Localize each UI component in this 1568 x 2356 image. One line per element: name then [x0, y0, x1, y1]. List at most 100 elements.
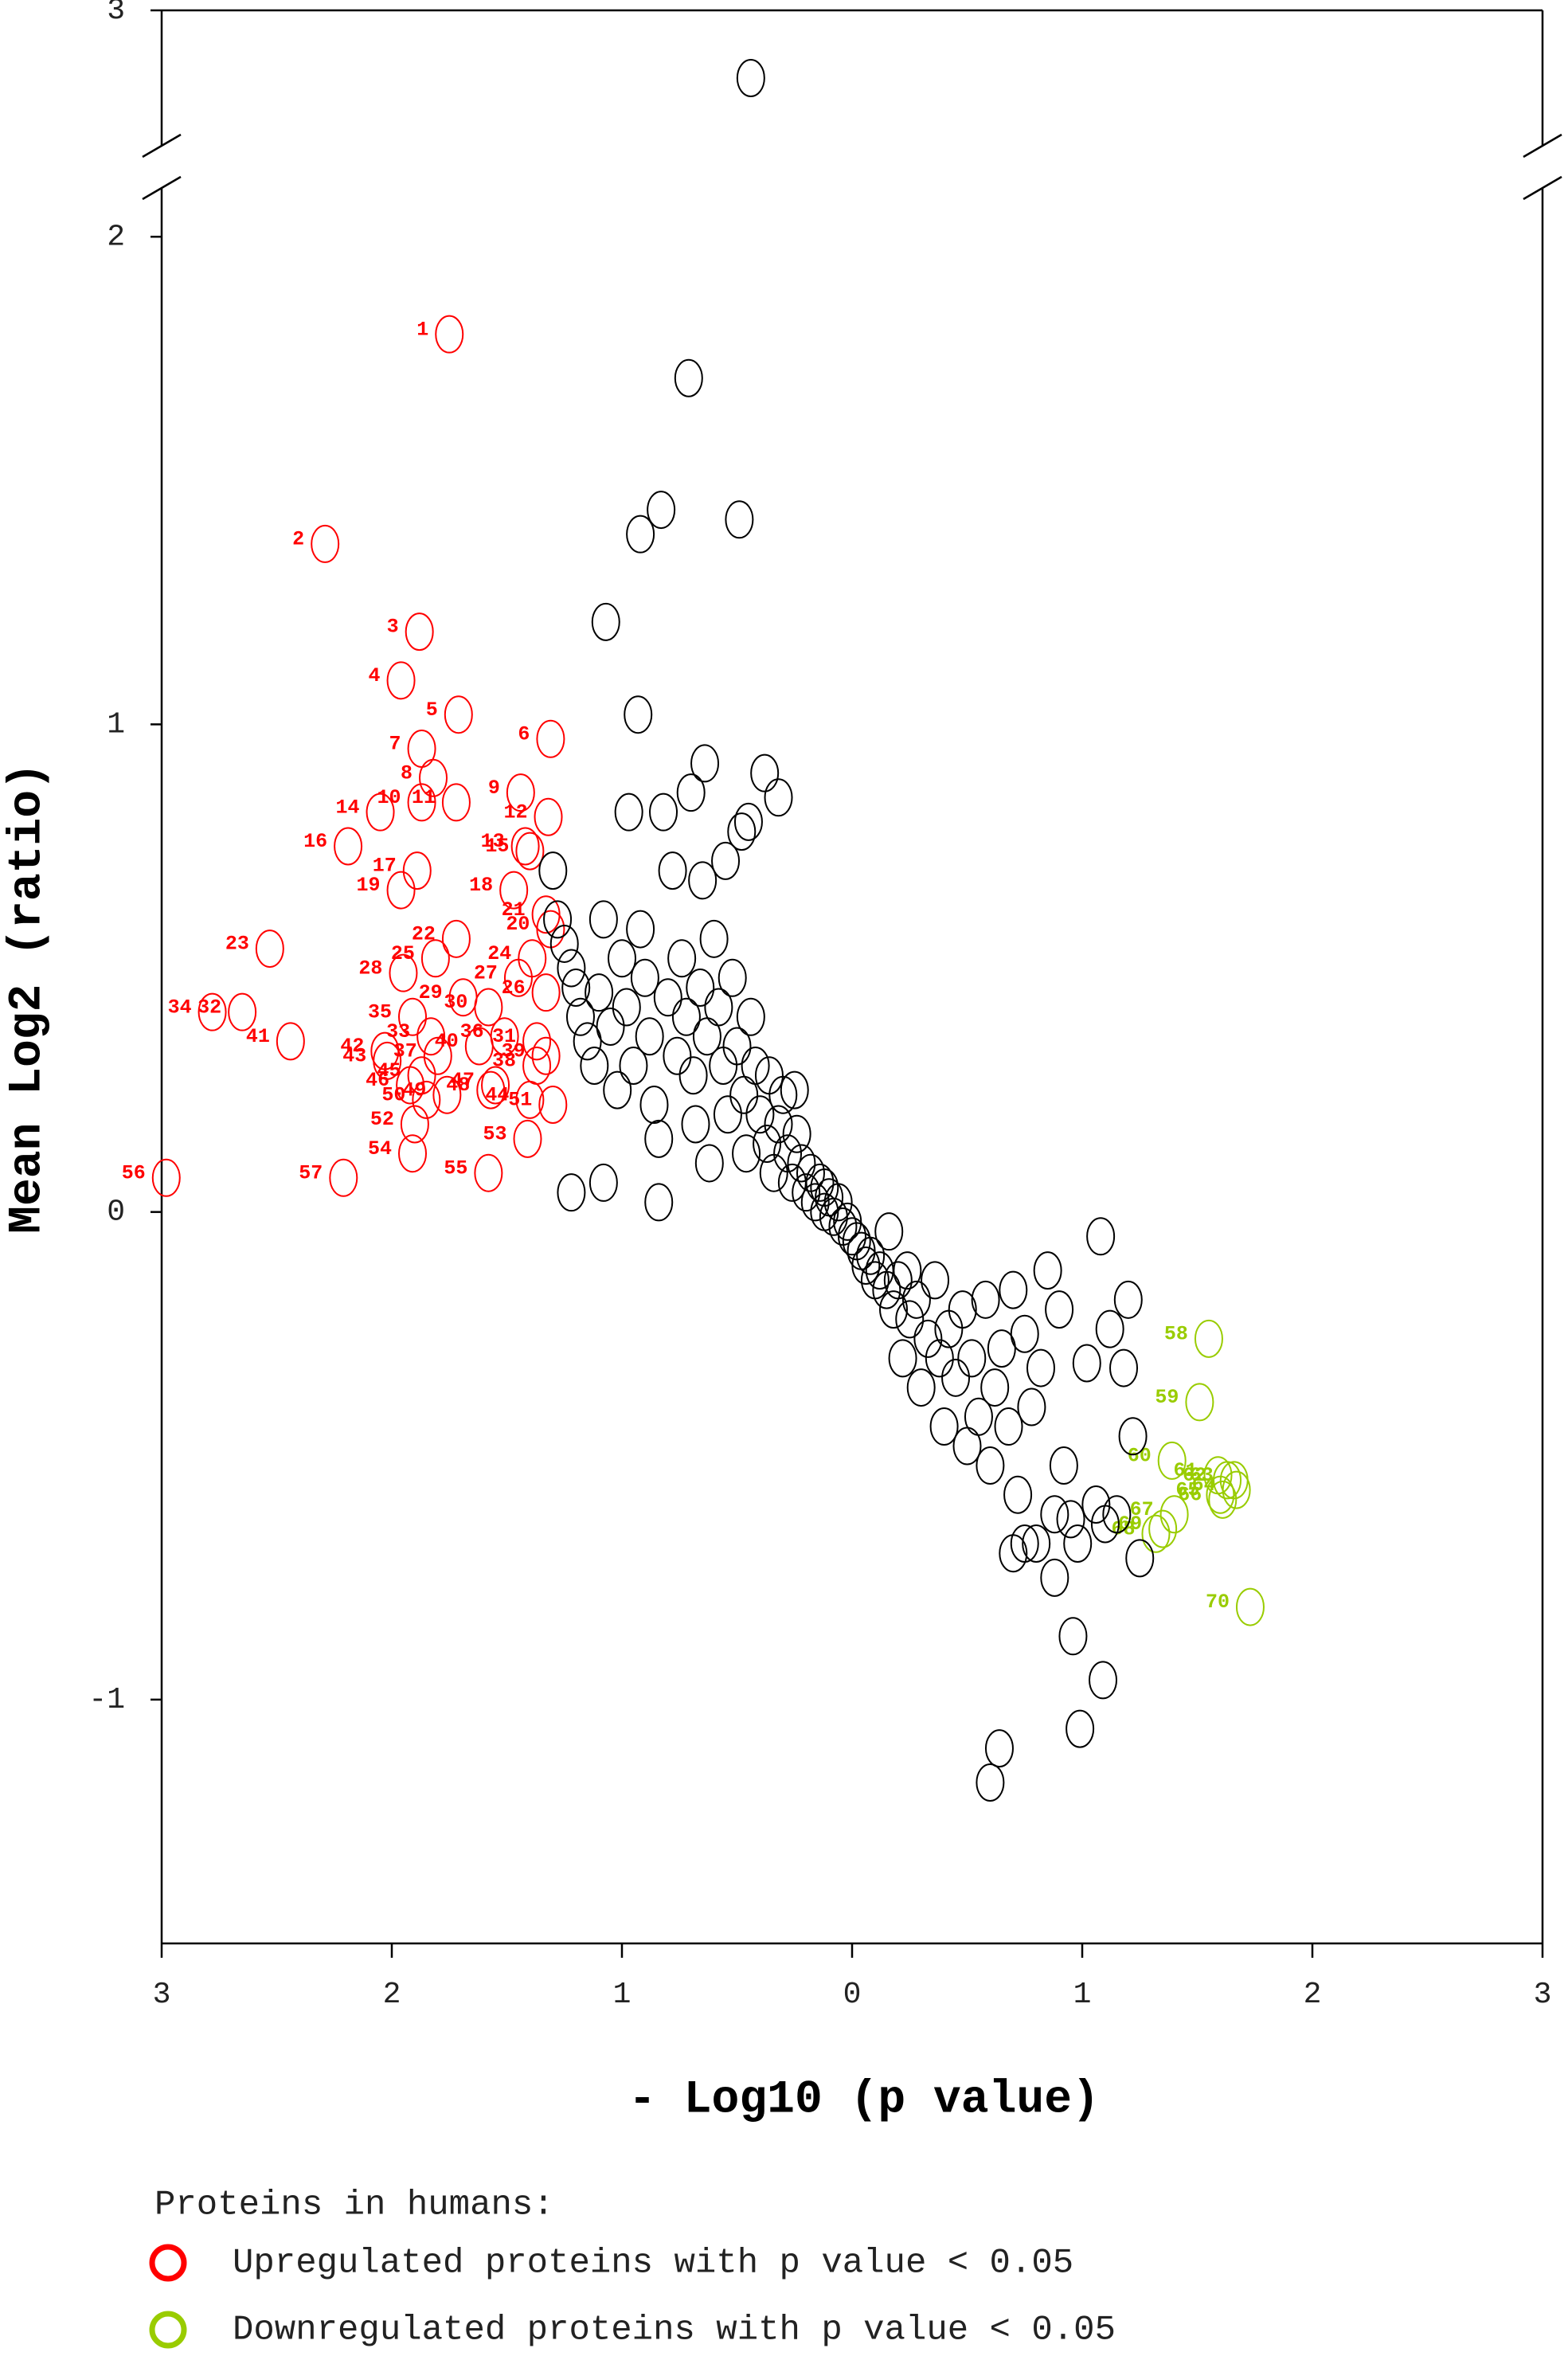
- point-label: 59: [1155, 1386, 1179, 1409]
- point: [952, 1427, 982, 1466]
- point: [412, 1080, 441, 1119]
- point: [534, 797, 563, 836]
- point: [626, 910, 655, 949]
- y-axis-title: Mean Log2 (ratio): [2, 762, 53, 1234]
- point: [513, 1119, 542, 1158]
- point: [419, 758, 448, 797]
- point: [228, 992, 257, 1031]
- point: [386, 871, 416, 910]
- point-label: 14: [336, 796, 360, 819]
- point: [373, 1041, 402, 1080]
- point: [1206, 1475, 1235, 1514]
- point-label: 12: [504, 800, 528, 824]
- point-label: 60: [1128, 1445, 1152, 1468]
- point-label: 4: [369, 664, 381, 687]
- point: [1033, 1251, 1062, 1290]
- point-label: 9: [488, 777, 500, 800]
- point: [987, 1329, 1016, 1368]
- point: [522, 1022, 552, 1061]
- point-label: 18: [469, 874, 493, 897]
- point: [416, 1017, 446, 1056]
- y-tick-label: 1: [107, 707, 125, 742]
- point: [538, 1085, 568, 1124]
- point: [713, 1095, 742, 1134]
- point: [1040, 1558, 1069, 1597]
- axis-break: [1523, 133, 1562, 159]
- point: [197, 992, 227, 1031]
- point: [709, 1047, 738, 1085]
- point: [1056, 1500, 1085, 1539]
- point-label: 17: [373, 855, 397, 878]
- point: [405, 612, 434, 652]
- point: [810, 1168, 839, 1207]
- point: [151, 1158, 181, 1197]
- point-label: 29: [419, 981, 443, 1004]
- point-label: 52: [370, 1108, 394, 1131]
- point: [624, 695, 653, 734]
- point: [407, 783, 436, 822]
- point: [1010, 1524, 1039, 1563]
- point: [676, 773, 706, 812]
- point: [515, 1080, 545, 1119]
- point: [984, 1729, 1014, 1768]
- x-tick-label: 1: [613, 1978, 632, 2012]
- point: [1086, 1217, 1116, 1256]
- point: [503, 958, 533, 997]
- point-label: 40: [435, 1030, 459, 1053]
- point-label: 28: [358, 957, 382, 980]
- point: [976, 1446, 1005, 1485]
- point: [782, 1114, 811, 1153]
- point: [957, 1339, 987, 1378]
- point-label: 41: [246, 1025, 270, 1048]
- point: [334, 827, 363, 866]
- point: [441, 783, 471, 822]
- point: [671, 997, 701, 1036]
- point: [722, 1027, 752, 1066]
- point: [476, 1070, 506, 1110]
- point: [596, 1008, 625, 1047]
- point: [635, 1017, 664, 1056]
- axis-break: [142, 175, 182, 201]
- point: [591, 602, 620, 641]
- point: [630, 958, 659, 997]
- point: [929, 1407, 959, 1446]
- point: [792, 1173, 821, 1212]
- point-label: 33: [386, 1020, 410, 1043]
- point-label: 5: [426, 699, 438, 722]
- point: [805, 1163, 835, 1202]
- point: [1095, 1309, 1124, 1348]
- point: [725, 500, 754, 539]
- point: [901, 1280, 931, 1319]
- point: [585, 973, 614, 1012]
- point: [948, 1290, 977, 1329]
- point: [681, 1105, 710, 1144]
- x-tick-label: 2: [383, 1978, 401, 2012]
- axis-break: [142, 133, 182, 159]
- point-label: 24: [487, 942, 511, 965]
- point: [883, 1261, 913, 1300]
- x-tick-label: 2: [1304, 1978, 1322, 2012]
- point: [522, 1047, 552, 1085]
- point-label: 50: [381, 1083, 405, 1106]
- point: [906, 1368, 936, 1407]
- point: [644, 1119, 674, 1158]
- point-label: 27: [474, 961, 498, 984]
- point-label: 58: [1164, 1322, 1188, 1345]
- point: [729, 1075, 759, 1114]
- point: [1102, 1495, 1132, 1534]
- point-label: 53: [483, 1122, 506, 1145]
- point: [787, 1144, 816, 1183]
- point: [1194, 1319, 1223, 1358]
- point: [999, 1270, 1028, 1309]
- y-tick-label: 0: [107, 1196, 125, 1230]
- point: [573, 1022, 602, 1061]
- point: [780, 1070, 809, 1110]
- point-label: 51: [508, 1089, 532, 1112]
- point: [741, 1047, 770, 1085]
- point: [736, 997, 765, 1036]
- point: [1022, 1524, 1051, 1563]
- point: [588, 1163, 618, 1202]
- legend-marker: [149, 2311, 187, 2349]
- point: [727, 812, 757, 851]
- y-tick-label: 2: [107, 220, 125, 254]
